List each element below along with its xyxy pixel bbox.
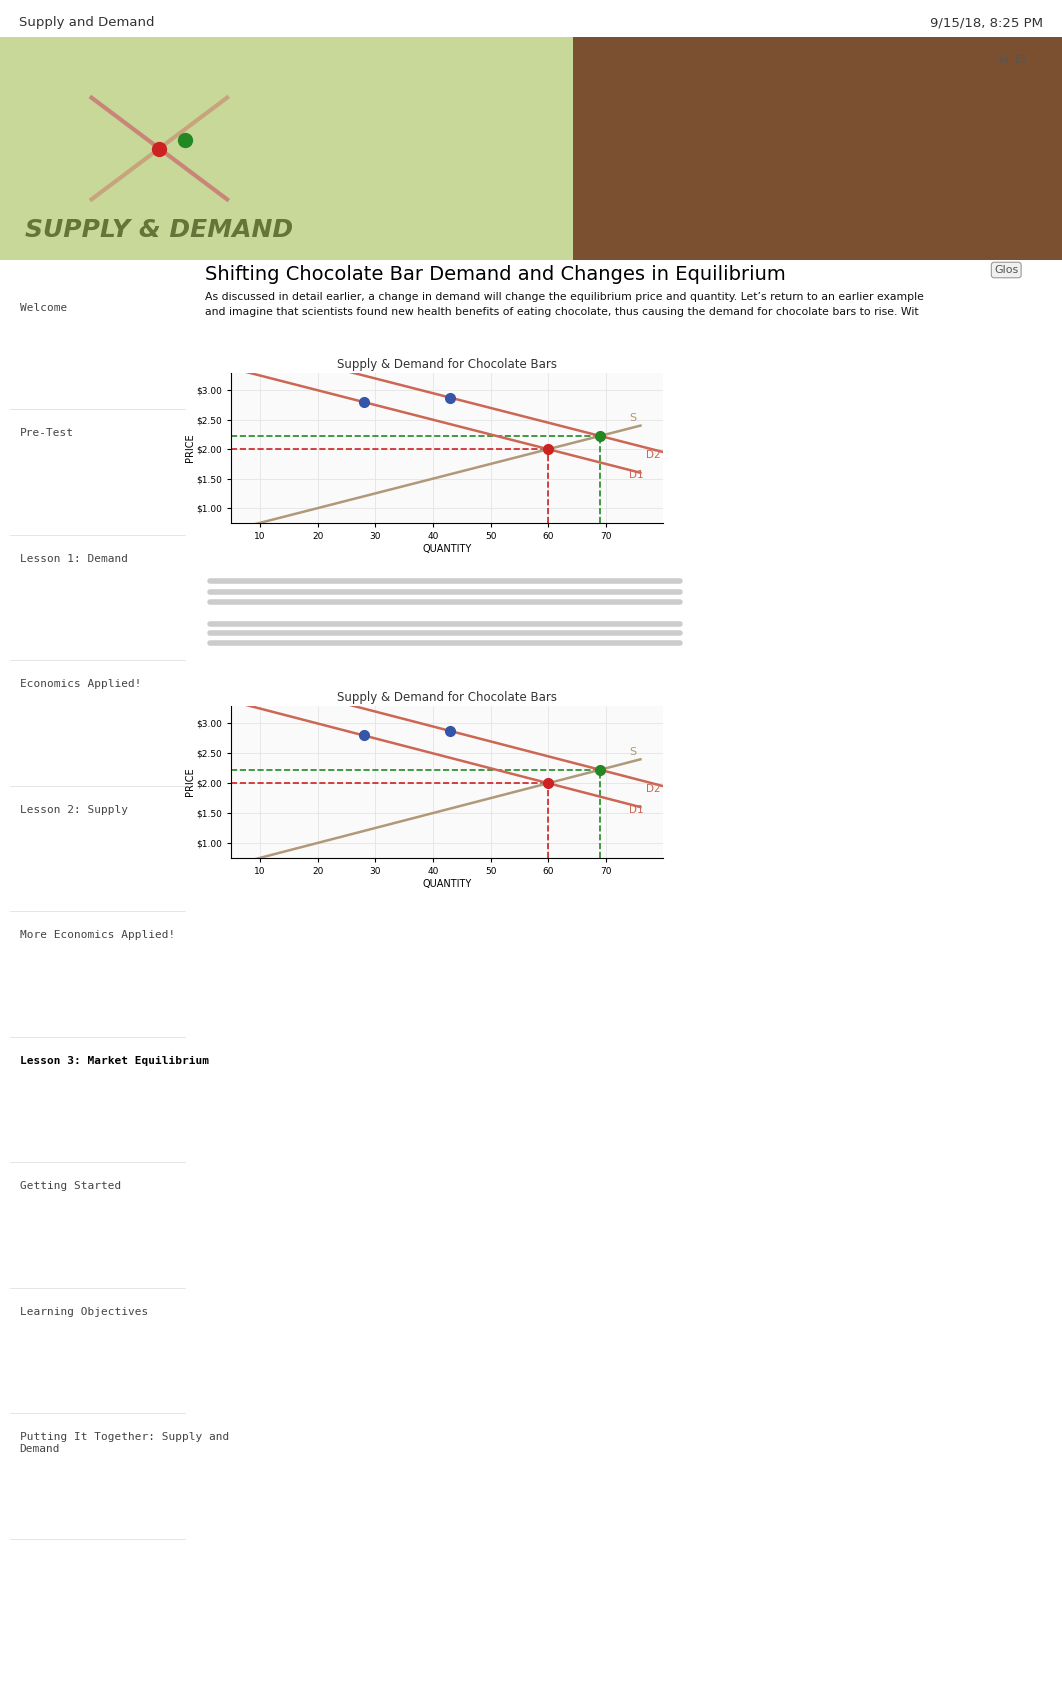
Text: Putting It Together: Supply and
Demand: Putting It Together: Supply and Demand	[19, 1431, 228, 1453]
Text: Welcome: Welcome	[19, 303, 67, 314]
Text: Glos: Glos	[994, 265, 1018, 275]
Y-axis label: PRICE: PRICE	[185, 433, 195, 462]
Text: As discussed in detail earlier, a change in demand will change the equilibrium p: As discussed in detail earlier, a change…	[205, 292, 924, 302]
Bar	[573, 37, 1062, 260]
Text: S: S	[629, 747, 636, 757]
Text: Economics Applied!: Economics Applied!	[19, 679, 141, 690]
Text: Learning Objectives: Learning Objectives	[19, 1307, 148, 1317]
Text: S: S	[629, 413, 636, 423]
Bar	[0, 37, 616, 260]
Text: Pre-Test: Pre-Test	[19, 428, 73, 438]
Title: Supply & Demand for Chocolate Bars: Supply & Demand for Chocolate Bars	[338, 359, 558, 371]
Text: More Economics Applied!: More Economics Applied!	[19, 931, 175, 941]
Text: lıl  El: lıl El	[999, 56, 1026, 64]
Text: Supply and Demand: Supply and Demand	[19, 17, 155, 29]
Text: and imagine that scientists found new health benefits of eating chocolate, thus : and imagine that scientists found new he…	[205, 307, 919, 317]
Text: SUPPLY & DEMAND: SUPPLY & DEMAND	[25, 217, 293, 243]
Text: D2: D2	[646, 784, 661, 794]
Text: Shifting Chocolate Bar Demand and Changes in Equilibrium: Shifting Chocolate Bar Demand and Change…	[205, 265, 786, 283]
Text: Lesson 1: Demand: Lesson 1: Demand	[19, 553, 127, 563]
Text: D2: D2	[646, 450, 661, 460]
Text: Getting Started: Getting Started	[19, 1182, 121, 1192]
Text: Lesson 2: Supply: Lesson 2: Supply	[19, 804, 127, 814]
Text: Lesson 3: Market Equilibrium: Lesson 3: Market Equilibrium	[19, 1055, 208, 1066]
Text: D1: D1	[629, 470, 644, 481]
Text: D1: D1	[629, 804, 644, 814]
Text: 9/15/18, 8:25 PM: 9/15/18, 8:25 PM	[930, 17, 1043, 29]
X-axis label: QUANTITY: QUANTITY	[423, 543, 472, 553]
X-axis label: QUANTITY: QUANTITY	[423, 878, 472, 889]
Y-axis label: PRICE: PRICE	[185, 767, 195, 796]
Title: Supply & Demand for Chocolate Bars: Supply & Demand for Chocolate Bars	[338, 691, 558, 705]
